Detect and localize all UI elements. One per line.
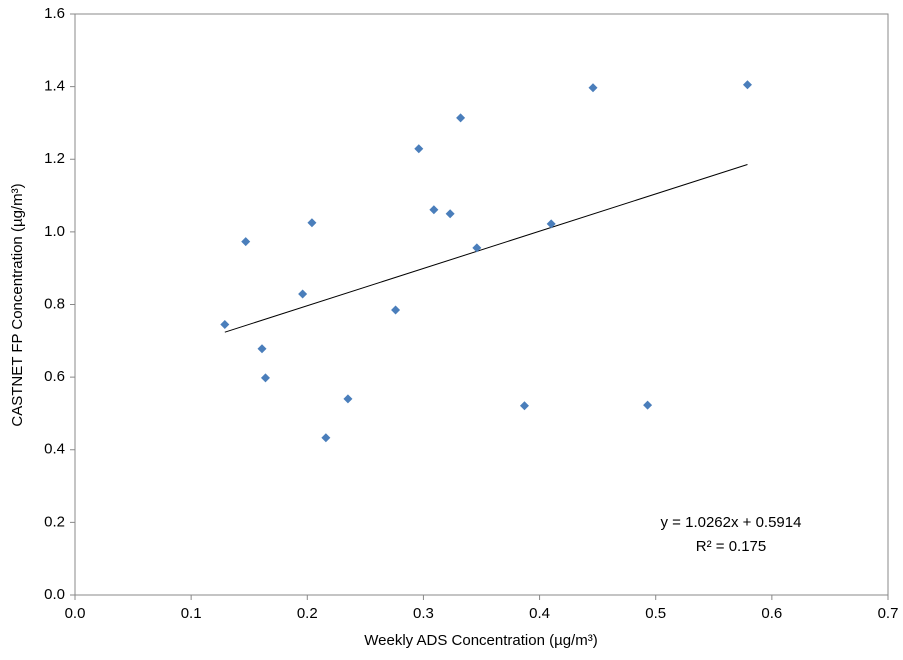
- point: [257, 344, 267, 354]
- point: [588, 83, 598, 93]
- y-tick-label: 1.2: [44, 150, 65, 167]
- point: [472, 243, 482, 253]
- y-tick-label: 1.0: [44, 223, 65, 240]
- y-tick-label: 1.4: [44, 78, 65, 95]
- x-tick-label: 0.7: [878, 605, 899, 622]
- x-tick-label: 0.1: [181, 605, 202, 622]
- point: [241, 237, 251, 247]
- point: [260, 373, 270, 383]
- point: [519, 401, 529, 411]
- point: [429, 205, 439, 215]
- x-tick-label: 0.3: [413, 605, 434, 622]
- point: [220, 319, 230, 329]
- y-tick-label: 0.8: [44, 295, 65, 312]
- point: [445, 209, 455, 219]
- point: [343, 394, 353, 404]
- point: [643, 400, 653, 410]
- point: [742, 80, 752, 90]
- trend-equation: y = 1.0262x + 0.5914: [661, 514, 802, 531]
- x-axis-title: Weekly ADS Concentration (µg/m³): [364, 632, 597, 649]
- y-tick-label: 0.6: [44, 368, 65, 385]
- y-axis-title: CASTNET FP Concentration (µg/m³): [9, 183, 26, 426]
- y-tick-label: 0.2: [44, 513, 65, 530]
- r-squared: R² = 0.175: [696, 538, 766, 555]
- x-tick-label: 0.0: [65, 605, 86, 622]
- trendline: [224, 164, 748, 333]
- x-tick-label: 0.5: [645, 605, 666, 622]
- x-tick-label: 0.4: [529, 605, 550, 622]
- point: [546, 219, 556, 229]
- y-tick-label: 0.0: [44, 586, 65, 603]
- point: [414, 144, 424, 154]
- point: [298, 289, 308, 299]
- y-tick-label: 0.4: [44, 441, 65, 458]
- y-tick-label: 1.6: [44, 5, 65, 22]
- plot-area: [74, 13, 889, 596]
- point: [321, 433, 331, 443]
- x-tick-label: 0.2: [297, 605, 318, 622]
- x-tick-label: 0.6: [761, 605, 782, 622]
- point: [456, 113, 466, 123]
- point: [307, 218, 317, 228]
- point: [391, 305, 401, 315]
